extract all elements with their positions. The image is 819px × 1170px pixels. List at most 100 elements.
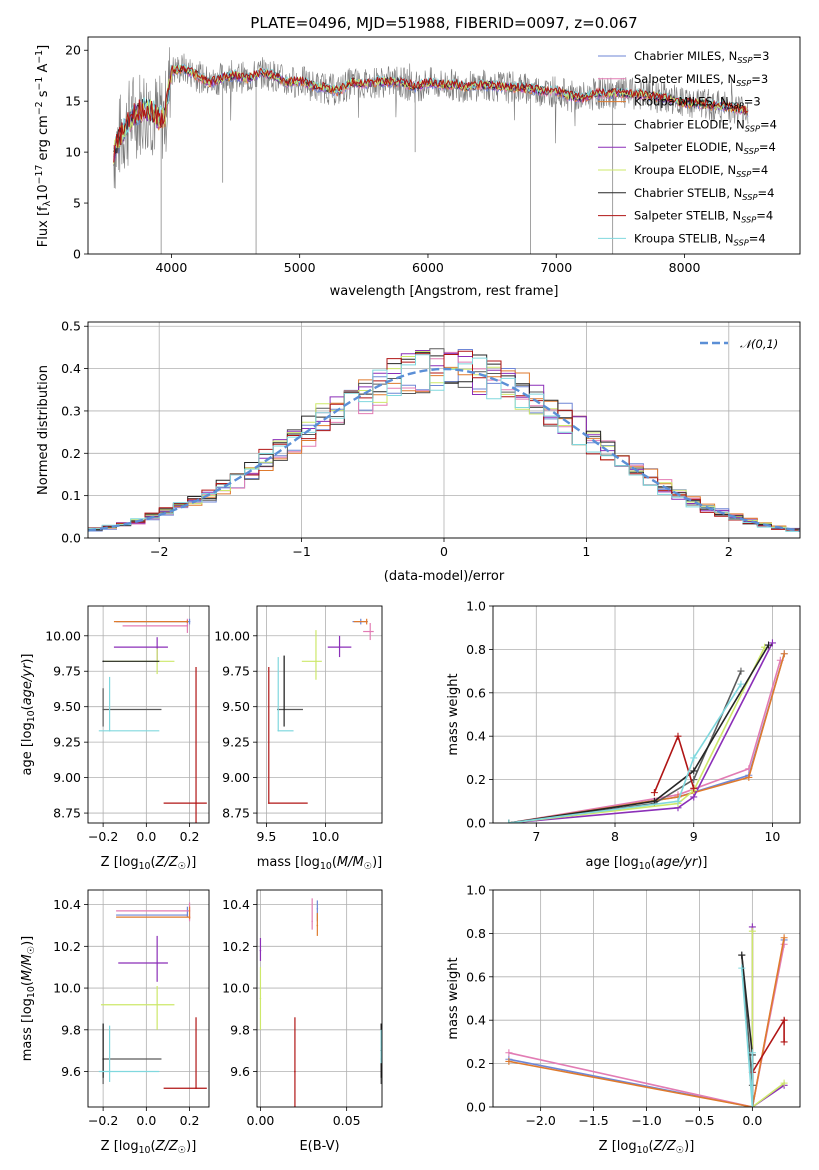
weight-line-6 — [508, 646, 766, 823]
legend-entry: Kroupa ELODIE, NSSP=4 — [634, 163, 768, 179]
axes-frame — [87, 36, 801, 255]
legend-entry: Chabrier STELIB, NSSP=4 — [634, 186, 774, 202]
y-tick-label: 8.75 — [53, 806, 81, 821]
legend-entry: 𝒩(0,1) — [740, 337, 778, 351]
data-point — [195, 1087, 197, 1090]
legend-entry: Salpeter MILES, NSSP=3 — [634, 72, 768, 88]
data-point — [186, 625, 189, 627]
weight-line-5 — [508, 642, 774, 823]
y-tick-label: 0.5 — [61, 319, 81, 334]
data-point — [156, 646, 158, 648]
data-point — [156, 962, 158, 964]
weight-marker — [780, 1038, 788, 1046]
plot-area — [98, 618, 207, 823]
x-tick-label: −1.5 — [578, 1113, 608, 1128]
data-point — [316, 907, 319, 910]
y-tick-label: 9.25 — [53, 735, 81, 750]
y-axis-label: Flux [fλ10−17 erg cm−2 s−1 A−1] — [34, 45, 53, 247]
y-tick-label: 9.00 — [222, 770, 250, 785]
y-tick-label: 20 — [65, 43, 81, 58]
plot-area — [505, 923, 788, 1107]
weight-marker — [738, 951, 746, 959]
y-tick-label: 10.0 — [222, 981, 250, 996]
legend-entry: Salpeter STELIB, NSSP=4 — [634, 209, 773, 225]
y-tick-label: 9.50 — [53, 699, 81, 714]
axes-frame — [256, 605, 383, 824]
weight-line-6 — [751, 931, 785, 1107]
x-tick-label: 7 — [532, 829, 540, 844]
axes-frame — [492, 605, 801, 824]
axes-spectrum: 4000 5000 6000 7000 8000 0 5 10 15 20 — [65, 36, 801, 275]
y-tick-label: 0.2 — [61, 446, 81, 461]
weight-marker — [737, 680, 745, 688]
y-tick-label: 0.4 — [466, 729, 486, 744]
y-tick-label: 0.2 — [466, 1056, 486, 1071]
weight-marker — [765, 641, 773, 649]
weight-marker — [690, 754, 698, 762]
y-tick-label: 0.6 — [466, 685, 486, 700]
data-point — [369, 630, 372, 633]
legend-entry: Chabrier ELODIE, NSSP=4 — [634, 117, 777, 133]
model-spectrum-8 — [113, 64, 749, 163]
y-tick-label: 0.8 — [466, 642, 486, 657]
x-tick-label: 1 — [582, 544, 590, 559]
x-axis-label: Z [log10(Z/Z☉)] — [101, 855, 197, 872]
x-tick-label: 0.0 — [742, 1113, 762, 1128]
y-tick-label: 10.2 — [53, 939, 81, 954]
model-spectrum-6 — [113, 65, 749, 165]
y-tick-label: 5 — [73, 196, 81, 211]
x-tick-label: 8 — [611, 829, 619, 844]
x-tick-label: 7000 — [540, 260, 572, 275]
y-tick-label: 0.6 — [466, 969, 486, 984]
y-tick-label: 1.0 — [466, 599, 486, 614]
weight-line-1 — [508, 653, 786, 823]
x-axis-label: wavelength [Angstrom, rest frame] — [330, 284, 559, 299]
y-tick-label: 9.25 — [222, 735, 250, 750]
weight-marker — [674, 797, 682, 805]
data-point — [195, 802, 197, 804]
data-point — [315, 660, 317, 663]
data-point — [186, 914, 189, 916]
y-tick-label: 10.4 — [53, 897, 81, 912]
x-tick-label: 9 — [690, 829, 698, 844]
data-point — [316, 924, 319, 927]
axes-age-vs-Z: −0.2 0.0 0.2 8.75 9.00 9.25 9.50 9.75 10.00 — [45, 605, 210, 844]
data-point — [108, 730, 111, 732]
data-point — [259, 997, 262, 1000]
weight-line-9 — [741, 968, 754, 1107]
data-point — [102, 1058, 104, 1060]
weight-marker — [505, 819, 513, 823]
y-tick-label: 8.75 — [222, 806, 250, 821]
x-tick-label: 5000 — [284, 260, 316, 275]
weight-marker — [780, 1016, 788, 1024]
x-tick-label: 9.5 — [256, 829, 276, 844]
y-tick-label: 10.4 — [222, 897, 250, 912]
data-point — [267, 802, 270, 804]
data-point — [338, 646, 341, 648]
x-axis-label: age [log10(age/yr)] — [585, 855, 707, 872]
axes-residuals: −2 −1 0 1 2 0.0 0.1 0.2 0.3 0.4 0.5 — [61, 319, 801, 559]
weight-line-7 — [508, 644, 770, 823]
y-tick-label: 0.0 — [466, 816, 486, 831]
weight-marker — [505, 1057, 513, 1065]
y-axis-label: mass weight — [446, 957, 461, 1039]
data-point — [156, 1003, 158, 1006]
x-tick-label: 0 — [440, 544, 448, 559]
x-tick-label: 10.0 — [311, 829, 339, 844]
axes-frame — [87, 889, 210, 1108]
data-point — [311, 920, 313, 923]
y-tick-label: 0.8 — [466, 926, 486, 941]
x-tick-label: 0.2 — [180, 829, 200, 844]
x-axis-label: E(B-V) — [299, 1139, 339, 1154]
weight-marker — [748, 927, 756, 935]
x-tick-label: 8000 — [669, 260, 701, 275]
weight-line-2 — [508, 944, 785, 1107]
weight-marker — [690, 767, 698, 775]
x-tick-label: 2 — [725, 544, 733, 559]
data-point — [283, 708, 285, 711]
weight-marker — [650, 789, 658, 797]
plot-area — [259, 898, 382, 1107]
axes-massweight-vs-age: 7 8 9 10 0.0 0.2 0.4 0.6 0.8 1.0 — [466, 599, 801, 844]
axes-age-vs-mass: 9.5 10.0 8.75 9.00 9.25 9.50 9.75 10.00 — [214, 605, 383, 844]
legend-entry: Chabrier MILES, NSSP=3 — [634, 49, 769, 65]
